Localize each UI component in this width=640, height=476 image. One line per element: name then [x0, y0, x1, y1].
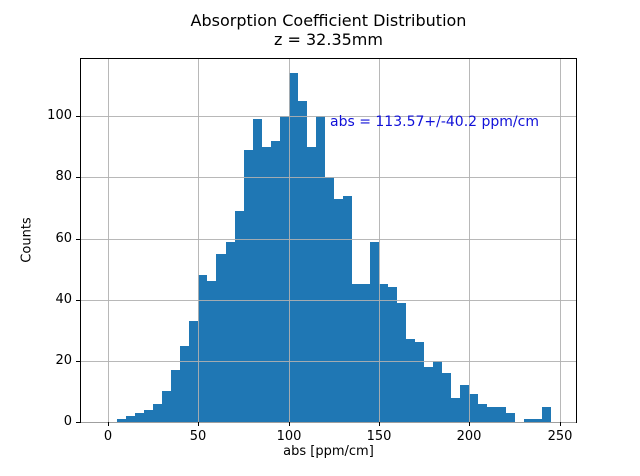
histogram-bar — [379, 284, 388, 422]
histogram-bar — [388, 287, 397, 422]
gridline-horizontal — [81, 422, 576, 423]
gridline-vertical — [379, 59, 380, 422]
histogram-bar — [334, 199, 343, 422]
histogram-bar — [343, 196, 352, 422]
histogram-bar — [325, 177, 334, 422]
histogram-bar — [198, 275, 207, 422]
histogram-bar — [442, 373, 451, 422]
histogram-bar — [533, 419, 542, 422]
chart-title-block: Absorption Coefficient Distribution z = … — [80, 11, 577, 49]
gridline-horizontal — [81, 300, 576, 301]
x-tick-label: 50 — [189, 429, 207, 444]
x-tick-mark — [198, 422, 199, 426]
histogram-bar — [280, 116, 289, 422]
x-axis-label: abs [ppm/cm] — [283, 444, 374, 459]
histogram-bar — [126, 416, 135, 422]
histogram-bar — [469, 394, 478, 422]
gridline-horizontal — [81, 116, 576, 117]
histogram-bar — [451, 398, 460, 422]
histogram-bar — [478, 404, 487, 422]
histogram-bar — [189, 321, 198, 422]
histogram-bar — [487, 407, 497, 422]
plot-canvas: 0 50 100 150 200 250 0 20 40 60 80 100 — [47, 59, 576, 444]
gridline-horizontal — [81, 177, 576, 178]
chart-subtitle: z = 32.35mm — [274, 30, 383, 49]
histogram-bar — [497, 407, 506, 422]
histogram-bar — [289, 73, 298, 422]
histogram-bar — [144, 410, 153, 422]
histogram-bar — [244, 150, 253, 422]
histogram-bar — [433, 361, 442, 422]
gridline-horizontal — [81, 361, 576, 362]
y-tick-label: 80 — [55, 169, 72, 184]
plot-area: 0 50 100 150 200 250 0 20 40 60 80 100 abs = 113.57… — [47, 58, 577, 444]
x-tick-label: 250 — [547, 429, 573, 444]
histogram-bar — [153, 404, 162, 422]
histogram-bar — [506, 413, 515, 422]
histogram-bar — [397, 303, 406, 422]
y-tick-label: 20 — [55, 353, 72, 368]
histogram-bar — [361, 284, 370, 422]
histogram-bar — [424, 367, 433, 422]
x-tick-label: 100 — [276, 429, 302, 444]
histogram-bar — [117, 419, 126, 422]
y-tick-label: 100 — [47, 108, 72, 123]
histogram-bar — [226, 242, 235, 422]
histogram-bar — [415, 342, 424, 422]
histogram-bar — [180, 346, 189, 422]
gridline-vertical — [198, 59, 199, 422]
x-tick-mark — [560, 422, 561, 426]
gridline-horizontal — [81, 239, 576, 240]
x-tick-mark — [379, 422, 380, 426]
histogram-bar — [271, 141, 280, 422]
gridline-vertical — [560, 59, 561, 422]
y-tick-label: 40 — [55, 292, 72, 307]
gridline-vertical — [108, 59, 109, 422]
y-tick-mark — [76, 361, 80, 362]
x-tick-label: 200 — [456, 429, 482, 444]
y-tick-mark — [76, 300, 80, 301]
y-tick-label: 60 — [55, 231, 72, 246]
x-tick-mark — [108, 422, 109, 426]
annotation-text: abs = 113.57+/-40.2 ppm/cm — [330, 114, 539, 130]
histogram-bar — [216, 254, 226, 422]
histogram-bar — [207, 281, 216, 422]
histogram-bar — [135, 413, 144, 422]
y-tick-label: 0 — [63, 414, 72, 429]
histogram-bar — [352, 284, 361, 422]
histogram-bar — [542, 407, 551, 422]
histogram-bar — [235, 211, 244, 422]
gridline-vertical — [469, 59, 470, 422]
x-tick-label: 0 — [103, 429, 113, 444]
histogram-bar — [406, 339, 415, 422]
gridline-vertical — [289, 59, 290, 422]
histogram-bar — [262, 147, 271, 422]
y-tick-mark — [76, 116, 80, 117]
chart-title: Absorption Coefficient Distribution — [190, 11, 467, 30]
histogram-bar — [316, 116, 325, 422]
histogram-bar — [460, 385, 469, 422]
histogram-bar — [171, 370, 180, 422]
y-tick-mark — [76, 422, 80, 423]
histogram-bar — [162, 391, 171, 422]
histogram-bar — [253, 119, 262, 422]
x-tick-mark — [289, 422, 290, 426]
histogram-bar — [370, 242, 379, 422]
y-tick-mark — [76, 239, 80, 240]
y-tick-mark — [76, 177, 80, 178]
x-tick-label: 150 — [366, 429, 392, 444]
x-tick-mark — [469, 422, 470, 426]
histogram-bar — [524, 419, 533, 422]
histogram-bar — [298, 101, 307, 422]
histogram-bar — [307, 147, 316, 422]
